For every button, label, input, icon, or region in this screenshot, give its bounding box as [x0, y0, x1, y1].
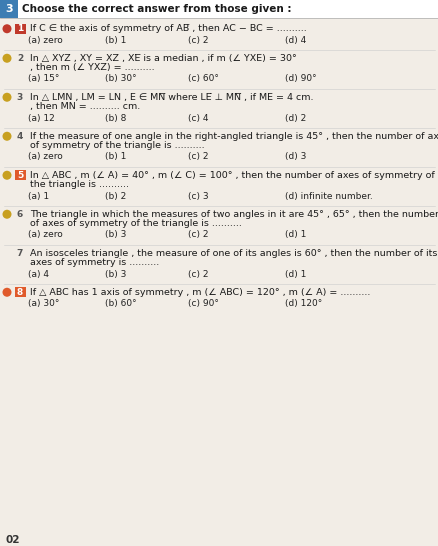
Text: In △ LMN , LM = LN , E ∈ MN̅ where LE̅ ⊥ MN̅ , if ME = 4 cm.: In △ LMN , LM = LN , E ∈ MN̅ where LE̅ ⊥… — [30, 93, 313, 102]
Text: (c) 3: (c) 3 — [187, 192, 208, 200]
Bar — [15, 287, 26, 297]
Text: (a) 15°: (a) 15° — [28, 74, 59, 84]
Circle shape — [3, 54, 11, 63]
Text: (d) 90°: (d) 90° — [284, 74, 316, 84]
Text: (b) 60°: (b) 60° — [105, 299, 136, 308]
Text: 02: 02 — [6, 535, 21, 545]
Text: (a) zero: (a) zero — [28, 35, 63, 45]
Text: (c) 2: (c) 2 — [187, 270, 208, 278]
Circle shape — [3, 24, 11, 33]
Circle shape — [3, 210, 11, 219]
Text: 1: 1 — [17, 24, 23, 33]
Text: In △ ABC , m (∠ A) = 40° , m (∠ C) = 100° , then the number of axes of symmetry : In △ ABC , m (∠ A) = 40° , m (∠ C) = 100… — [30, 171, 434, 180]
Circle shape — [3, 132, 11, 141]
Text: (a) zero: (a) zero — [28, 230, 63, 240]
Text: 8: 8 — [17, 288, 23, 296]
Bar — [15, 170, 26, 180]
Text: If the measure of one angle in the right-angled triangle is 45° , then the numbe: If the measure of one angle in the right… — [30, 132, 438, 141]
Text: axes of symmetry is ..........: axes of symmetry is .......... — [30, 258, 159, 267]
Text: Choose the correct answer from those given :: Choose the correct answer from those giv… — [22, 4, 291, 14]
Text: (b) 1: (b) 1 — [105, 35, 126, 45]
Text: 6: 6 — [17, 210, 23, 219]
Circle shape — [3, 93, 11, 102]
Text: (d) infinite number.: (d) infinite number. — [284, 192, 372, 200]
Text: 4: 4 — [17, 132, 23, 141]
Text: 5: 5 — [17, 171, 23, 180]
Text: (b) 1: (b) 1 — [105, 152, 126, 162]
Text: (c) 2: (c) 2 — [187, 152, 208, 162]
Text: of axes of symmetry of the triangle is ..........: of axes of symmetry of the triangle is .… — [30, 219, 241, 228]
Text: An isosceles triangle , the measure of one of its angles is 60° , then the numbe: An isosceles triangle , the measure of o… — [30, 249, 436, 258]
Text: (d) 120°: (d) 120° — [284, 299, 321, 308]
Text: 3: 3 — [5, 4, 13, 14]
Text: (c) 4: (c) 4 — [187, 114, 208, 122]
Text: (d) 4: (d) 4 — [284, 35, 306, 45]
Bar — [15, 23, 26, 34]
Text: (a) zero: (a) zero — [28, 152, 63, 162]
Circle shape — [3, 171, 11, 180]
Text: the triangle is ..........: the triangle is .......... — [30, 180, 129, 189]
Text: In △ XYZ , XY = XZ , XE̅ is a median , if m (∠ YXE) = 30°: In △ XYZ , XY = XZ , XE̅ is a median , i… — [30, 54, 296, 63]
Text: (b) 3: (b) 3 — [105, 230, 126, 240]
Bar — [0, 0, 438, 18]
Text: If △ ABC has 1 axis of symmetry , m (∠ ABC) = 120° , m (∠ A) = ..........: If △ ABC has 1 axis of symmetry , m (∠ A… — [30, 288, 370, 296]
Text: (c) 60°: (c) 60° — [187, 74, 219, 84]
Text: (d) 2: (d) 2 — [284, 114, 306, 122]
Text: , then MN = .......... cm.: , then MN = .......... cm. — [30, 102, 140, 111]
Text: (d) 1: (d) 1 — [284, 270, 306, 278]
Text: (c) 90°: (c) 90° — [187, 299, 219, 308]
Text: (d) 1: (d) 1 — [284, 230, 306, 240]
Text: The triangle in which the measures of two angles in it are 45° , 65° , then the : The triangle in which the measures of tw… — [30, 210, 438, 219]
Text: (b) 2: (b) 2 — [105, 192, 126, 200]
Text: (b) 8: (b) 8 — [105, 114, 126, 122]
Text: (a) 4: (a) 4 — [28, 270, 49, 278]
Text: (a) 30°: (a) 30° — [28, 299, 59, 308]
Text: (a) 12: (a) 12 — [28, 114, 55, 122]
Text: (c) 2: (c) 2 — [187, 230, 208, 240]
Text: 2: 2 — [17, 54, 23, 63]
Text: (b) 30°: (b) 30° — [105, 74, 136, 84]
Text: (a) 1: (a) 1 — [28, 192, 49, 200]
Text: If C ∈ the axis of symmetry of AB̅ , then AC − BC = ..........: If C ∈ the axis of symmetry of AB̅ , the… — [30, 24, 306, 33]
Text: , then m (∠ YXZ) = ..........: , then m (∠ YXZ) = .......... — [30, 63, 154, 72]
Circle shape — [3, 288, 11, 296]
Text: 7: 7 — [17, 249, 23, 258]
Text: of symmetry of the triangle is ..........: of symmetry of the triangle is .........… — [30, 141, 204, 150]
Bar — [0, 0, 18, 18]
Text: (b) 3: (b) 3 — [105, 270, 126, 278]
Text: (d) 3: (d) 3 — [284, 152, 306, 162]
Text: (c) 2: (c) 2 — [187, 35, 208, 45]
Text: 3: 3 — [17, 93, 23, 102]
